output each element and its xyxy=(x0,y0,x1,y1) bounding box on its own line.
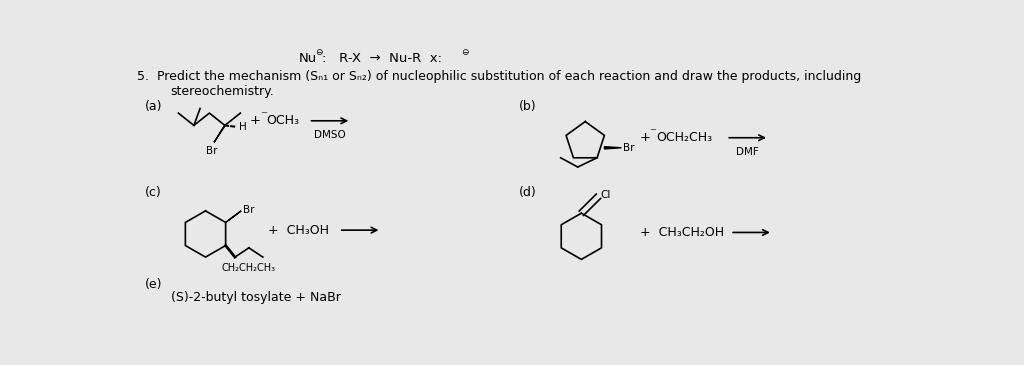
Text: (a): (a) xyxy=(145,100,163,113)
Text: OCH₂CH₃: OCH₂CH₃ xyxy=(655,131,712,144)
Text: +: + xyxy=(640,131,650,144)
Text: Cl: Cl xyxy=(601,191,611,200)
Text: +: + xyxy=(250,114,261,127)
Text: OCH₃: OCH₃ xyxy=(266,114,299,127)
Text: Br: Br xyxy=(206,146,217,156)
Text: stereochemistry.: stereochemistry. xyxy=(171,85,274,98)
Text: ⊖: ⊖ xyxy=(315,48,323,57)
Polygon shape xyxy=(604,147,622,149)
Text: (c): (c) xyxy=(145,186,162,199)
Text: DMSO: DMSO xyxy=(313,130,345,140)
Polygon shape xyxy=(214,126,225,142)
Text: Br: Br xyxy=(243,205,254,215)
Text: +  CH₃CH₂OH: + CH₃CH₂OH xyxy=(640,226,724,239)
Text: H: H xyxy=(239,122,247,132)
Text: Br: Br xyxy=(623,143,635,153)
Text: ⁻: ⁻ xyxy=(649,126,656,139)
Text: (e): (e) xyxy=(145,278,163,291)
Text: Nu: Nu xyxy=(299,52,316,65)
Text: (S)-2-butyl tosylate + NaBr: (S)-2-butyl tosylate + NaBr xyxy=(171,291,341,304)
Text: CH₂CH₂CH₃: CH₂CH₂CH₃ xyxy=(222,263,275,273)
Text: 5.  Predict the mechanism (Sₙ₁ or Sₙ₂) of nucleophilic substitution of each reac: 5. Predict the mechanism (Sₙ₁ or Sₙ₂) of… xyxy=(137,70,861,84)
Text: (b): (b) xyxy=(519,100,537,113)
Text: +  CH₃OH: + CH₃OH xyxy=(267,224,329,237)
Text: (d): (d) xyxy=(519,186,538,199)
Text: ⁻: ⁻ xyxy=(260,109,266,122)
Polygon shape xyxy=(225,211,241,223)
Text: :   R-X  →  Nu-R  x:: : R-X → Nu-R x: xyxy=(322,52,441,65)
Text: ⊖: ⊖ xyxy=(461,48,469,57)
Text: DMF: DMF xyxy=(736,147,759,157)
